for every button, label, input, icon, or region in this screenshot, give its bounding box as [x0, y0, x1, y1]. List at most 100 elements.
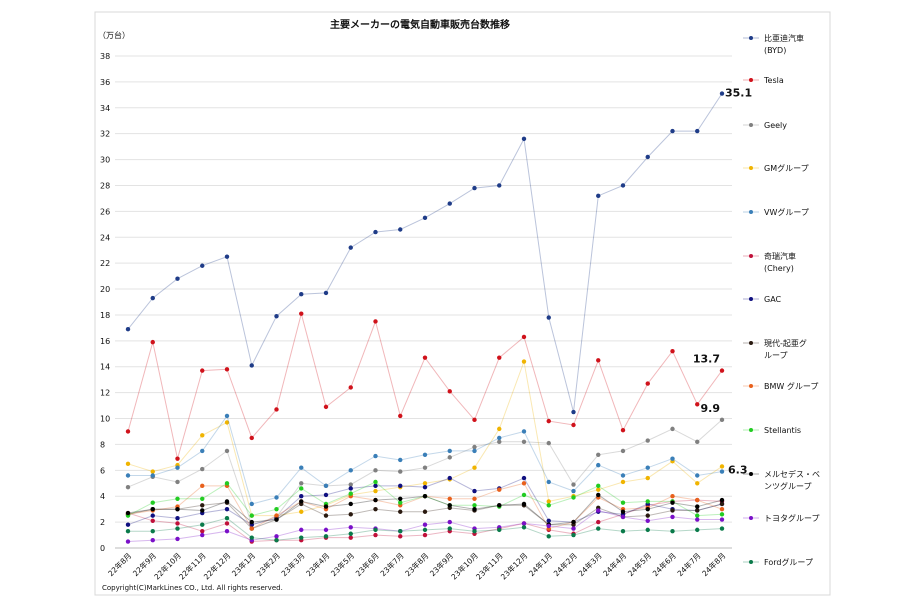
legend-item: BMW グループ — [743, 381, 818, 391]
data-point — [620, 473, 626, 478]
legend-marker — [749, 560, 753, 564]
data-point — [719, 517, 725, 522]
data-point — [571, 526, 576, 531]
data-point — [398, 483, 403, 489]
data-point — [571, 422, 576, 428]
data-point — [150, 513, 155, 518]
legend-label: トヨタグループ — [764, 513, 820, 523]
data-point — [398, 534, 403, 539]
data-point — [695, 481, 700, 486]
data-point — [200, 522, 205, 527]
y-tick-label: 24 — [100, 233, 110, 242]
data-point — [299, 486, 304, 491]
data-point — [670, 494, 675, 499]
data-point — [596, 193, 601, 199]
data-point — [200, 466, 205, 472]
y-tick-label: 6 — [100, 466, 105, 475]
data-point — [224, 254, 230, 259]
data-point — [695, 513, 700, 518]
data-point — [472, 465, 477, 470]
data-point — [596, 508, 601, 513]
y-tick-label: 34 — [100, 104, 110, 113]
data-point — [323, 404, 329, 410]
data-point — [323, 527, 329, 533]
data-point — [224, 448, 230, 454]
data-point — [373, 319, 378, 324]
data-point — [645, 506, 650, 512]
data-point — [521, 521, 527, 526]
data-point — [323, 534, 329, 539]
data-point — [645, 438, 650, 443]
data-point — [398, 227, 403, 232]
data-point — [620, 448, 626, 454]
data-point — [224, 367, 230, 372]
legend-label: 現代-起亜グ — [764, 338, 807, 348]
data-point — [596, 519, 601, 525]
data-point — [645, 513, 650, 518]
data-point — [670, 456, 675, 461]
data-point — [249, 519, 254, 525]
legend-item: Fordグループ — [743, 557, 813, 567]
series-1 — [125, 311, 725, 461]
data-point — [620, 479, 626, 485]
data-point — [620, 427, 626, 433]
y-tick-label: 20 — [100, 285, 110, 294]
data-point — [422, 484, 428, 490]
data-point — [521, 136, 527, 142]
data-point — [299, 481, 304, 486]
data-point — [175, 521, 180, 526]
data-point — [670, 349, 675, 354]
data-point — [175, 506, 180, 512]
data-point — [398, 509, 403, 514]
data-point — [546, 315, 551, 320]
data-point — [422, 452, 428, 457]
data-point — [422, 465, 428, 470]
data-point — [596, 526, 601, 531]
data-point — [348, 486, 353, 491]
data-point — [150, 295, 155, 301]
data-point — [323, 504, 329, 509]
data-point — [695, 402, 700, 407]
data-point — [620, 509, 626, 514]
data-point — [596, 483, 601, 489]
data-point — [521, 475, 527, 481]
data-point — [348, 491, 353, 496]
data-point — [546, 418, 551, 424]
data-point — [150, 528, 155, 534]
data-point — [398, 500, 403, 505]
legend-marker — [749, 384, 753, 388]
data-point — [224, 506, 230, 512]
data-point — [719, 417, 725, 423]
data-point — [200, 263, 205, 268]
data-point — [150, 473, 155, 478]
chart-title: 主要メーカーの電気自動車販売台数推移 — [330, 18, 510, 31]
data-point — [274, 517, 279, 522]
data-point — [398, 528, 403, 534]
data-point — [447, 448, 452, 454]
data-point — [323, 290, 329, 296]
data-point — [200, 448, 205, 454]
data-point — [373, 479, 378, 485]
data-point — [596, 462, 601, 468]
data-point — [422, 522, 428, 527]
data-point — [224, 420, 230, 425]
data-point — [571, 519, 576, 525]
data-point — [200, 508, 205, 513]
data-point — [348, 385, 353, 390]
data-point — [373, 488, 378, 494]
y-tick-label: 38 — [100, 52, 110, 61]
y-tick-label: 28 — [100, 181, 110, 190]
legend-item: GMグループ — [743, 163, 809, 173]
legend-marker — [749, 78, 753, 82]
data-point — [125, 461, 131, 467]
data-point — [521, 334, 527, 340]
data-point — [620, 500, 626, 505]
series-0 — [125, 91, 725, 415]
data-point — [596, 492, 601, 498]
chart-frame — [94, 11, 831, 596]
data-point — [472, 185, 477, 191]
legend-label: Geely — [764, 121, 787, 130]
